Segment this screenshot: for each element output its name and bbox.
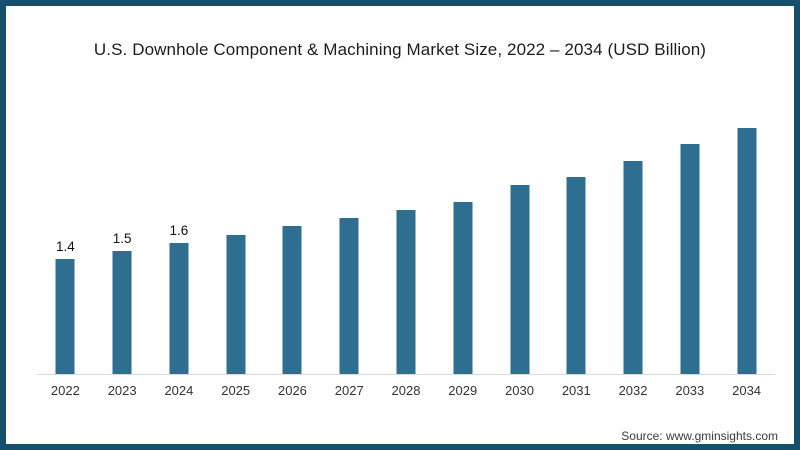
bar-2022 bbox=[55, 259, 75, 374]
x-axis-tick-label: 2028 bbox=[391, 383, 421, 398]
x-axis-tick-label: 2031 bbox=[561, 383, 591, 398]
chart-title: U.S. Downhole Component & Machining Mark… bbox=[93, 40, 707, 59]
bar-column bbox=[321, 128, 378, 374]
bar-2030 bbox=[510, 185, 529, 374]
bar-2034 bbox=[737, 128, 757, 374]
x-axis-tick-label: 2022 bbox=[50, 383, 80, 398]
bar-column: 1.5 bbox=[94, 128, 151, 374]
bar-2024 bbox=[169, 243, 189, 374]
bar-2031 bbox=[566, 177, 586, 374]
x-axis-tick-label: 2029 bbox=[448, 383, 478, 398]
bar-value-label: 1.6 bbox=[169, 223, 189, 238]
bar-value-label: 1.5 bbox=[112, 231, 132, 246]
bar-2029 bbox=[453, 202, 473, 374]
bar-2028 bbox=[396, 210, 416, 374]
bar-column bbox=[661, 128, 718, 374]
bar-column bbox=[605, 128, 662, 374]
bar-column bbox=[207, 128, 264, 374]
bar-column bbox=[378, 128, 435, 374]
bar-2026 bbox=[282, 226, 302, 374]
bar-column bbox=[491, 128, 548, 374]
x-axis-tick-label: 2033 bbox=[675, 383, 705, 398]
x-axis-tick-label: 2032 bbox=[618, 383, 648, 398]
plot-area: 1.4 1.5 1.6 bbox=[37, 128, 775, 374]
x-axis-tick-label: 2027 bbox=[334, 383, 364, 398]
x-axis-tick-label: 2024 bbox=[164, 383, 194, 398]
x-axis-tick-label: 2023 bbox=[107, 383, 137, 398]
source-credit: Source: www.gminsights.com bbox=[621, 429, 778, 443]
x-axis-tick-label: 2025 bbox=[221, 383, 251, 398]
bar-2027 bbox=[339, 218, 359, 374]
bar-2025 bbox=[226, 235, 246, 374]
bar-column bbox=[434, 128, 491, 374]
bar-column bbox=[264, 128, 321, 374]
x-axis-line bbox=[37, 374, 775, 375]
bar-value-label: 1.4 bbox=[55, 239, 75, 254]
bar-2023 bbox=[112, 251, 132, 374]
x-axis-tick-label: 2034 bbox=[732, 383, 762, 398]
bar-column: 1.4 bbox=[37, 128, 94, 374]
x-axis-tick-label: 2030 bbox=[505, 383, 534, 398]
bar-column bbox=[548, 128, 605, 374]
bar-2033 bbox=[680, 144, 700, 374]
bar-column bbox=[718, 128, 775, 374]
x-axis-tick-label: 2026 bbox=[277, 383, 307, 398]
x-axis-tick-labels: 2022 2023 2024 2025 2026 2027 2028 2029 2030 2031… bbox=[37, 383, 775, 398]
bar-2032 bbox=[623, 161, 643, 374]
bar-column: 1.6 bbox=[151, 128, 208, 374]
